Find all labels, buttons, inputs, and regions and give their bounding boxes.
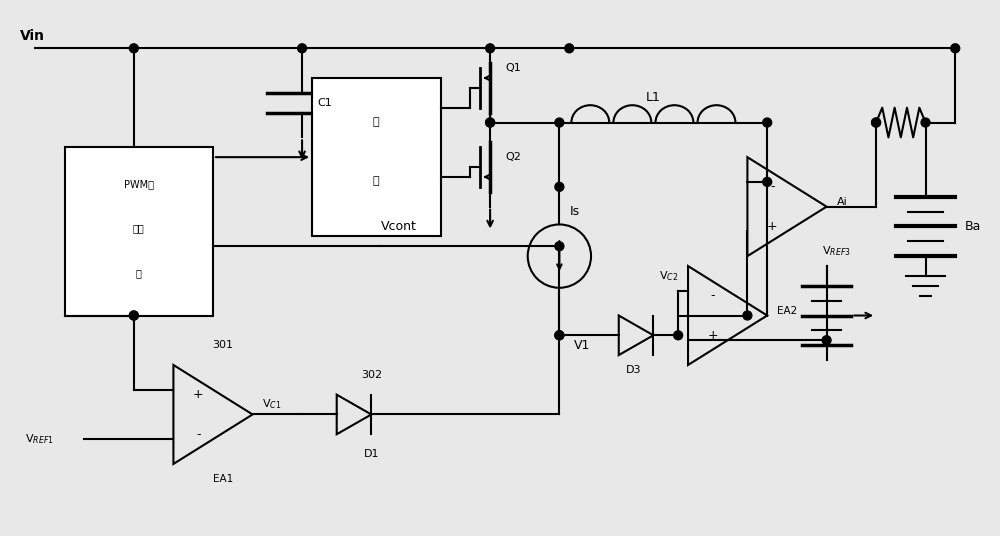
Circle shape <box>951 44 960 53</box>
Text: +: + <box>193 388 203 401</box>
Circle shape <box>555 331 564 340</box>
Circle shape <box>763 118 772 127</box>
Text: V$_{REF1}$: V$_{REF1}$ <box>25 433 54 446</box>
Text: 器: 器 <box>136 269 142 278</box>
Circle shape <box>555 242 564 251</box>
Text: V$_{C2}$: V$_{C2}$ <box>659 269 678 283</box>
Text: -: - <box>196 428 200 441</box>
Text: Ba: Ba <box>965 220 982 233</box>
Text: PWM降: PWM降 <box>124 179 154 189</box>
Bar <box>65 147 213 316</box>
Circle shape <box>555 182 564 191</box>
Text: EA1: EA1 <box>213 474 233 484</box>
Text: V1: V1 <box>574 339 591 352</box>
Circle shape <box>486 44 495 53</box>
Text: L1: L1 <box>646 91 661 105</box>
Circle shape <box>555 118 564 127</box>
Text: 302: 302 <box>361 370 382 380</box>
Text: D1: D1 <box>364 449 379 459</box>
Circle shape <box>872 118 881 127</box>
Circle shape <box>822 336 831 345</box>
Text: Is: Is <box>569 205 579 218</box>
Circle shape <box>298 44 307 53</box>
Text: Vin: Vin <box>20 29 45 43</box>
Circle shape <box>555 331 564 340</box>
Circle shape <box>763 177 772 187</box>
Text: 驱: 驱 <box>373 117 380 128</box>
Text: -: - <box>711 289 715 302</box>
Text: Q1: Q1 <box>505 63 521 73</box>
Circle shape <box>743 311 752 320</box>
Circle shape <box>129 311 138 320</box>
Circle shape <box>674 331 683 340</box>
Circle shape <box>486 118 495 127</box>
Circle shape <box>872 118 881 127</box>
Text: Q2: Q2 <box>505 152 521 162</box>
Text: +: + <box>707 329 718 342</box>
Text: -: - <box>770 180 774 193</box>
Circle shape <box>129 311 138 320</box>
Bar <box>312 78 441 236</box>
Circle shape <box>486 118 495 127</box>
Circle shape <box>565 44 574 53</box>
Circle shape <box>129 44 138 53</box>
Text: EA2: EA2 <box>777 306 797 316</box>
Text: V$_{REF3}$: V$_{REF3}$ <box>822 244 851 258</box>
Text: 压控: 压控 <box>133 223 145 233</box>
Text: 动: 动 <box>373 176 380 186</box>
Text: +: + <box>767 220 777 233</box>
Text: V$_{C1}$: V$_{C1}$ <box>262 398 282 412</box>
Circle shape <box>921 118 930 127</box>
Text: D3: D3 <box>626 365 641 375</box>
Text: Ai: Ai <box>836 197 847 207</box>
Text: C1: C1 <box>317 98 332 108</box>
Text: 301: 301 <box>212 340 233 350</box>
Text: Vcont: Vcont <box>381 220 417 233</box>
